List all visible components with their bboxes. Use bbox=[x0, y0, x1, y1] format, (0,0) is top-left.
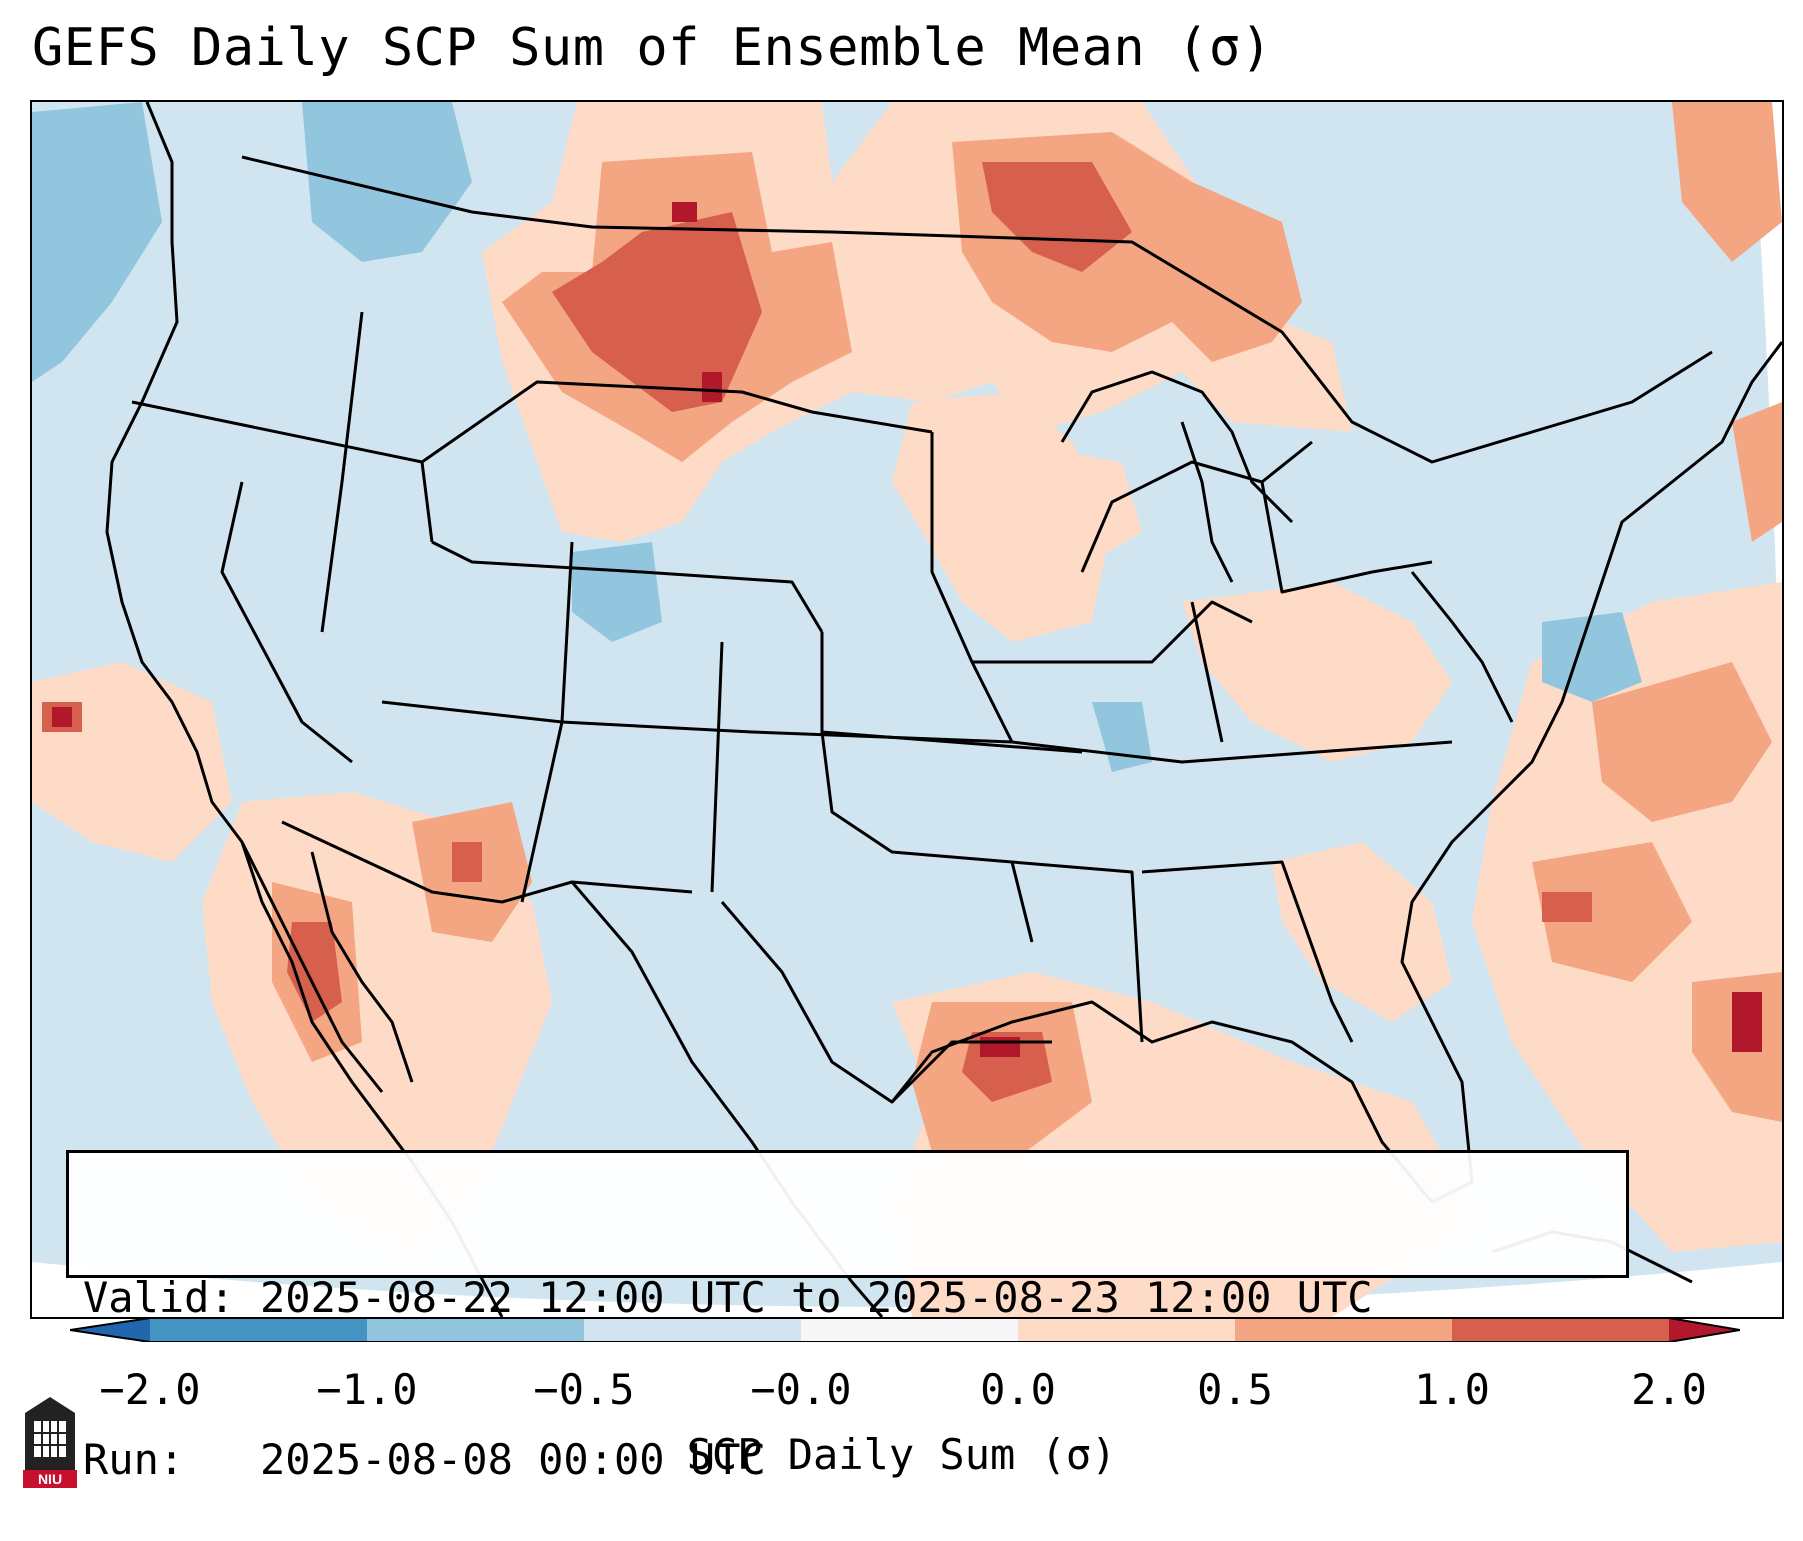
colorbar-tick: 2.0 bbox=[1631, 1365, 1707, 1414]
colorbar-extend-low bbox=[70, 1318, 150, 1342]
logo-text: NIU bbox=[38, 1471, 62, 1487]
colorbar-tick: −0.5 bbox=[533, 1365, 635, 1414]
colorbar-bin bbox=[1235, 1318, 1452, 1342]
colorbar-bin bbox=[1018, 1318, 1235, 1342]
colorbar-bin bbox=[584, 1318, 801, 1342]
map-panel bbox=[30, 100, 1784, 1319]
colorbar-tick: −2.0 bbox=[99, 1365, 201, 1414]
colorbar bbox=[70, 1318, 1740, 1342]
map-title: GEFS Daily SCP Sum of Ensemble Mean (σ) bbox=[32, 18, 1273, 78]
colorbar-bin bbox=[150, 1318, 367, 1342]
colorbar-tick: 0.0 bbox=[980, 1365, 1056, 1414]
boundaries bbox=[105, 102, 1782, 1317]
valid-time-text: Valid: 2025-08-22 12:00 UTC to 2025-08-2… bbox=[83, 1273, 1373, 1322]
colorbar-label: SCP Daily Sum (σ) bbox=[686, 1430, 1117, 1479]
colorbar-tick: 0.5 bbox=[1197, 1365, 1273, 1414]
colorbar-tick: −0.0 bbox=[750, 1365, 852, 1414]
colorbar-tick: −1.0 bbox=[316, 1365, 418, 1414]
colorbar-bin bbox=[1452, 1318, 1669, 1342]
colorbar-tick: 1.0 bbox=[1414, 1365, 1490, 1414]
colorbar-extend-high bbox=[1669, 1318, 1740, 1342]
niu-logo-icon: NIU bbox=[23, 1397, 77, 1488]
validity-info-box: Valid: 2025-08-22 12:00 UTC to 2025-08-2… bbox=[66, 1150, 1629, 1484]
map-canvas bbox=[32, 102, 1782, 1317]
colorbar-bin bbox=[367, 1318, 584, 1342]
projection-edge-right bbox=[1752, 102, 1782, 1262]
run-time-text: Run: 2025-08-08 00:00 UTC bbox=[83, 1435, 766, 1484]
colorbar-bin bbox=[801, 1318, 1018, 1342]
